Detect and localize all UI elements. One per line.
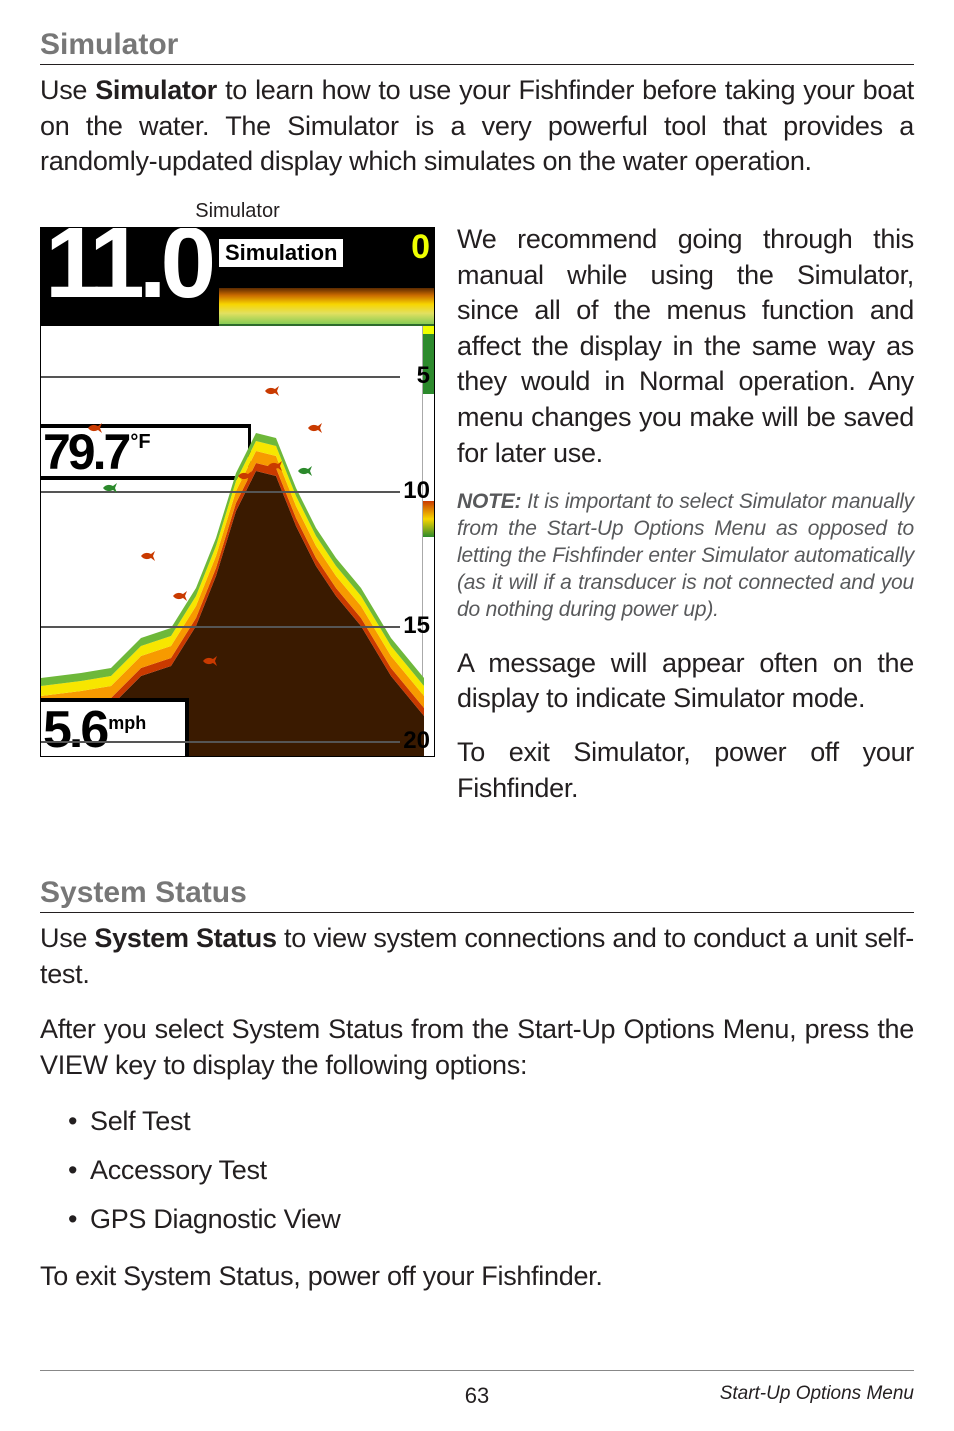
speed-unit: mph [108, 713, 146, 756]
simulator-exit-paragraph: To exit Simulator, power off your Fishfi… [457, 735, 914, 806]
list-item: Self Test [40, 1104, 914, 1139]
rts-bar [422, 326, 434, 756]
depth-gridline [41, 626, 400, 628]
depth-gridline [41, 376, 400, 378]
sonar-area: 79.7 °F 5.6 mph 5 10 15 20 [41, 326, 434, 756]
rts-bar-mid [423, 501, 434, 537]
simulator-note: NOTE: It is important to select Simulato… [457, 489, 914, 623]
depth-grid-label: 15 [403, 612, 430, 640]
page-footer: 63 Start-Up Options Menu [40, 1370, 914, 1405]
fish-icon [296, 463, 312, 473]
fish-icon [306, 420, 322, 430]
speed-box: 5.6 mph [41, 698, 189, 756]
system-status-after-paragraph: After you select System Status from the … [40, 1012, 914, 1083]
rts-bar-top [423, 326, 434, 334]
fish-icon [263, 383, 279, 393]
simulator-device: 11.0 Simulation 0 79.7 °F [40, 227, 435, 757]
temperature-box: 79.7 °F [41, 424, 251, 480]
fish-icon [139, 548, 155, 558]
fish-icon [171, 588, 187, 598]
system-status-options-list: Self Test Accessory Test GPS Diagnostic Vi… [40, 1104, 914, 1237]
depth-grid-label: 20 [403, 727, 430, 755]
system-status-intro: Use System Status to view system connect… [40, 921, 914, 992]
depth-reading: 11.0 [45, 227, 210, 321]
simulation-badge: Simulation [216, 236, 346, 270]
device-top-bar: 11.0 Simulation 0 [41, 228, 434, 326]
list-item: Accessory Test [40, 1153, 914, 1188]
section-heading-simulator: Simulator [40, 28, 914, 65]
depth-gridline [41, 741, 400, 743]
simulator-row: Simulator 11.0 Simulation 0 79.7 °F [40, 200, 914, 806]
speed-value: 5.6 [41, 704, 106, 756]
depth-scale-zero: 0 [411, 228, 430, 267]
depth-grid-label: 5 [417, 362, 430, 390]
simulator-figure-column: Simulator 11.0 Simulation 0 79.7 °F [40, 200, 435, 806]
note-label: NOTE: [457, 490, 521, 513]
fish-icon [101, 480, 117, 490]
simulator-text-column: We recommend going through this manual w… [457, 200, 914, 806]
depth-gridline [41, 491, 400, 493]
simulator-message-paragraph: A message will appear often on the displ… [457, 646, 914, 717]
system-status-exit-paragraph: To exit System Status, power off your Fi… [40, 1259, 914, 1295]
note-body: It is important to select Simulator manu… [457, 490, 914, 621]
footer-section-name: Start-Up Options Menu [720, 1383, 914, 1405]
temperature-value: 79.7 [41, 423, 128, 481]
list-item: GPS Diagnostic View [40, 1202, 914, 1237]
fish-icon [86, 420, 102, 430]
simulator-intro: Use Simulator to learn how to use your F… [40, 73, 914, 180]
fish-icon [266, 458, 282, 468]
fish-icon [236, 468, 252, 478]
temperature-unit: °F [130, 431, 150, 454]
fish-icon [201, 653, 217, 663]
depth-grid-label: 10 [403, 477, 430, 505]
section-heading-system-status: System Status [40, 876, 914, 913]
surface-clutter-band [219, 288, 434, 326]
page-number: 63 [465, 1383, 489, 1409]
simulator-recommend-paragraph: We recommend going through this manual w… [457, 222, 914, 471]
simulator-caption: Simulator [40, 200, 435, 223]
